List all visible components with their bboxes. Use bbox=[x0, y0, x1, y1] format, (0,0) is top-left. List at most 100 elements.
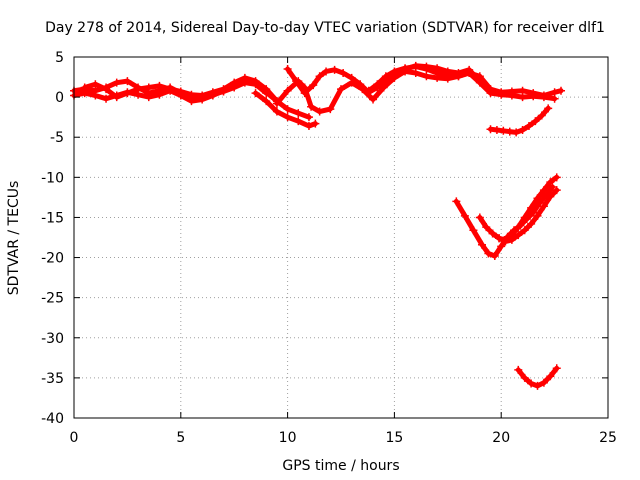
data-point bbox=[460, 211, 469, 220]
data-point bbox=[533, 194, 542, 203]
data-point bbox=[155, 81, 164, 90]
data-point bbox=[469, 226, 478, 235]
data-point bbox=[251, 89, 260, 98]
data-point bbox=[544, 104, 553, 113]
data-point bbox=[452, 197, 461, 206]
data-point bbox=[381, 72, 390, 81]
data-point bbox=[490, 251, 499, 260]
data-point bbox=[198, 91, 207, 100]
data-point bbox=[475, 213, 484, 222]
data-point bbox=[507, 231, 516, 240]
data-point bbox=[499, 126, 508, 135]
data-point bbox=[358, 85, 367, 94]
data-point bbox=[337, 85, 345, 94]
data-point bbox=[379, 83, 388, 92]
data-point bbox=[546, 372, 555, 381]
data-point bbox=[80, 83, 89, 92]
data-point bbox=[529, 89, 538, 98]
data-point bbox=[155, 90, 164, 99]
data-point bbox=[300, 83, 309, 92]
data-point bbox=[475, 72, 484, 81]
data-point bbox=[486, 85, 495, 94]
data-point bbox=[533, 211, 542, 220]
data-point bbox=[507, 87, 516, 96]
series-line bbox=[82, 75, 312, 120]
data-point bbox=[552, 173, 561, 182]
y-tick-label: -30 bbox=[41, 331, 64, 347]
data-point bbox=[557, 86, 566, 95]
series-track-11 bbox=[488, 173, 561, 244]
data-point bbox=[488, 229, 497, 238]
data-point bbox=[272, 107, 281, 116]
data-point bbox=[486, 125, 495, 134]
x-tick-label: 10 bbox=[279, 430, 297, 446]
y-tick-label: -35 bbox=[41, 371, 64, 387]
data-point bbox=[219, 85, 228, 94]
series-track-4 bbox=[251, 89, 320, 130]
data-point bbox=[520, 213, 529, 222]
data-point bbox=[309, 81, 318, 90]
data-point bbox=[272, 99, 281, 108]
data-point bbox=[294, 117, 303, 126]
chart-title: Day 278 of 2014, Sidereal Day-to-day VTE… bbox=[45, 20, 605, 36]
series-track-12 bbox=[514, 364, 561, 390]
data-point bbox=[322, 67, 331, 76]
data-point bbox=[546, 178, 555, 187]
data-point bbox=[304, 113, 313, 122]
y-tick-label: -5 bbox=[50, 130, 64, 146]
data-point bbox=[552, 186, 561, 195]
x-axis-label: GPS time / hours bbox=[282, 458, 399, 474]
data-point bbox=[112, 93, 121, 102]
series-line bbox=[488, 105, 551, 135]
data-point bbox=[102, 94, 111, 103]
data-point bbox=[401, 64, 410, 73]
x-tick-label: 0 bbox=[70, 430, 79, 446]
x-tick-label: 5 bbox=[176, 430, 185, 446]
data-point bbox=[484, 249, 493, 258]
data-point bbox=[187, 90, 196, 99]
data-point bbox=[495, 234, 504, 243]
y-tick-label: -40 bbox=[41, 411, 64, 427]
data-point bbox=[527, 219, 536, 228]
data-point bbox=[492, 126, 501, 135]
data-point bbox=[91, 91, 100, 100]
data-point bbox=[539, 186, 548, 195]
data-point bbox=[501, 235, 510, 244]
data-point bbox=[537, 111, 546, 120]
y-tick-label: -15 bbox=[41, 210, 64, 226]
data-point bbox=[339, 69, 348, 78]
y-tick-label: -20 bbox=[41, 251, 64, 267]
series-layer bbox=[70, 61, 566, 390]
data-point bbox=[512, 128, 521, 137]
data-point bbox=[550, 88, 559, 97]
data-point bbox=[539, 91, 548, 100]
y-tick-label: -25 bbox=[41, 291, 64, 307]
data-point bbox=[422, 65, 431, 74]
data-point bbox=[283, 105, 292, 114]
data-point bbox=[527, 379, 536, 388]
y-axis-label: SDTVAR / TECUs bbox=[6, 181, 22, 296]
plot-frame bbox=[73, 56, 609, 419]
data-point bbox=[262, 97, 271, 106]
data-point bbox=[533, 381, 542, 390]
data-point bbox=[262, 85, 271, 94]
data-point bbox=[304, 121, 313, 130]
data-point bbox=[433, 69, 442, 78]
grid bbox=[74, 57, 608, 418]
data-point bbox=[364, 86, 373, 95]
data-point bbox=[524, 121, 533, 130]
y-tick-label: 0 bbox=[55, 90, 64, 106]
data-point bbox=[112, 78, 121, 87]
data-point bbox=[390, 67, 399, 76]
data-point bbox=[134, 85, 143, 94]
data-point bbox=[230, 78, 239, 87]
data-point bbox=[552, 364, 561, 373]
data-point bbox=[514, 223, 523, 232]
data-point bbox=[411, 62, 420, 71]
data-point bbox=[123, 89, 132, 98]
data-point bbox=[283, 113, 292, 122]
data-point bbox=[505, 127, 514, 136]
data-point bbox=[369, 95, 378, 104]
x-tick-label: 25 bbox=[599, 430, 617, 446]
